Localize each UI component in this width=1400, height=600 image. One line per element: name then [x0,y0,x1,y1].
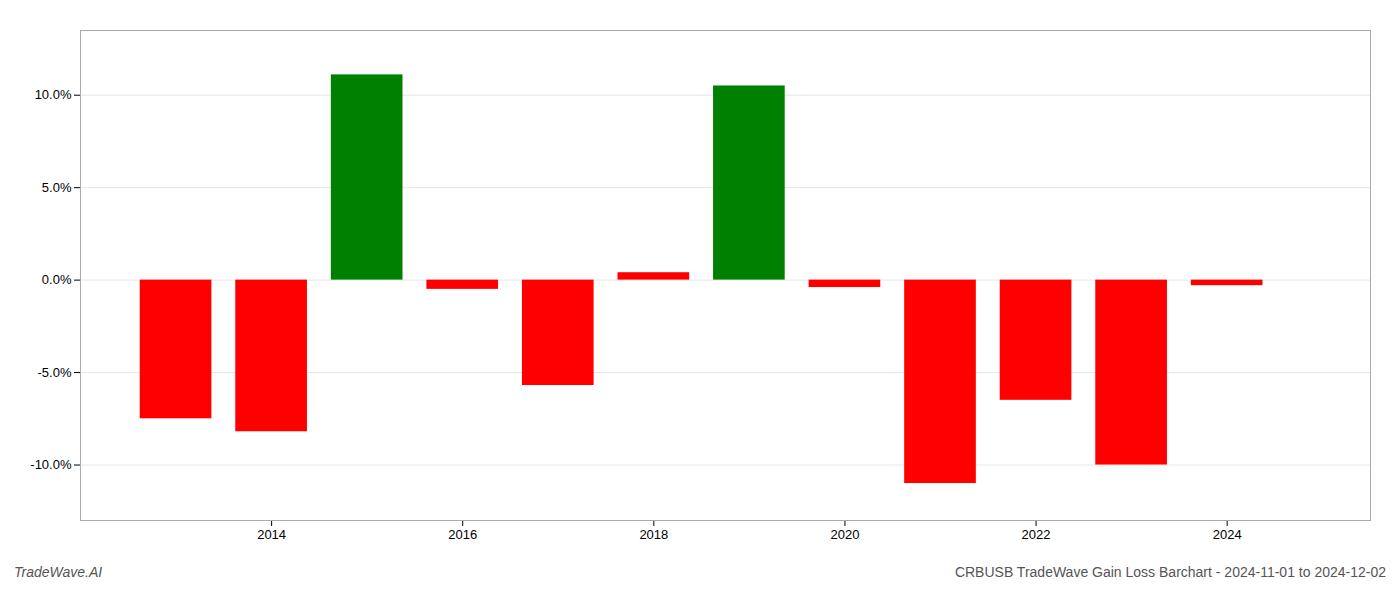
svg-text:2014: 2014 [257,527,286,542]
svg-text:2018: 2018 [639,527,668,542]
svg-text:10.0%: 10.0% [35,87,72,102]
svg-text:-10.0%: -10.0% [30,457,72,472]
svg-text:5.0%: 5.0% [42,180,72,195]
svg-text:0.0%: 0.0% [42,272,72,287]
svg-text:-5.0%: -5.0% [38,365,72,380]
svg-text:2016: 2016 [448,527,477,542]
svg-text:2022: 2022 [1022,527,1051,542]
svg-text:2024: 2024 [1213,527,1242,542]
html-text:CRBUSB TradeWave Gain Loss Bar: CRBUSB TradeWave Gain Loss Barchart - 20… [954,564,1386,580]
html-text:TradeWave.AI: TradeWave.AI [14,564,103,580]
svg-text:2020: 2020 [830,527,859,542]
